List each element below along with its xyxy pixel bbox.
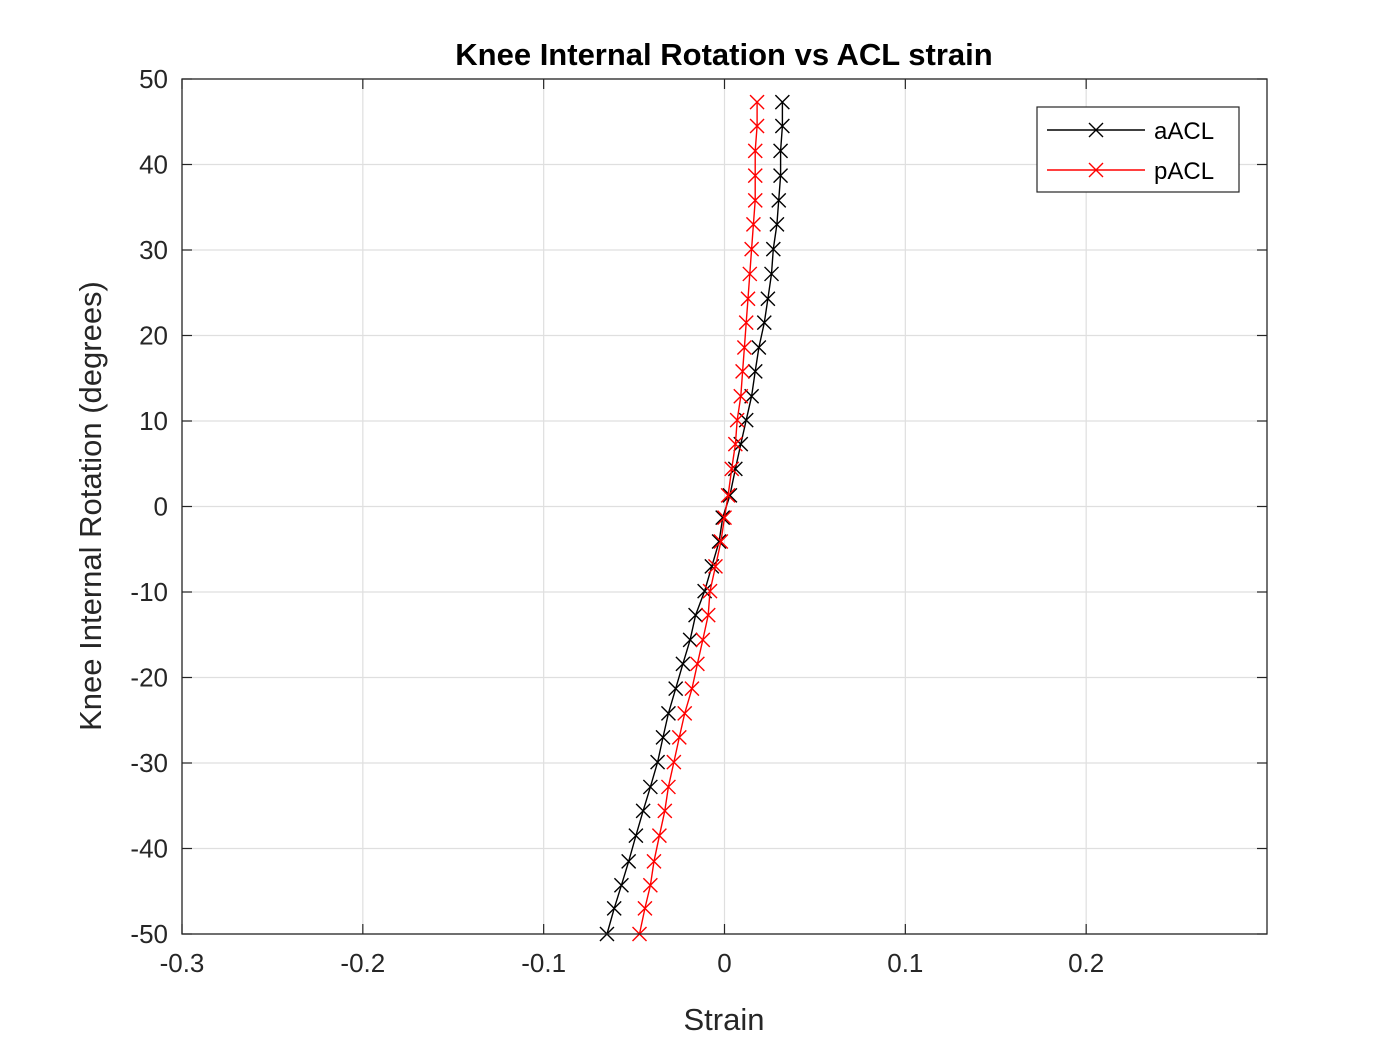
x-tick-label: -0.2 <box>340 948 385 978</box>
series-layer <box>599 94 790 942</box>
legend-marker-aacl <box>1088 122 1104 138</box>
data-point-pacl <box>720 487 736 503</box>
data-point-aacl <box>765 241 781 257</box>
data-point-aacl <box>773 168 789 184</box>
x-axis-label: Strain <box>684 1002 765 1037</box>
x-tick-label: -0.1 <box>521 948 566 978</box>
data-point-aacl <box>773 143 789 159</box>
data-point-aacl <box>744 388 760 404</box>
data-point-aacl <box>756 315 772 331</box>
data-point-pacl <box>747 143 763 159</box>
data-point-aacl <box>774 94 790 110</box>
data-point-aacl <box>655 729 671 745</box>
x-tick-label: 0.1 <box>887 948 923 978</box>
y-tick-label: -50 <box>130 919 168 949</box>
data-point-pacl <box>740 291 756 307</box>
data-point-pacl <box>724 461 740 477</box>
x-tick-label: -0.3 <box>160 948 205 978</box>
data-point-pacl <box>736 339 752 355</box>
y-axis-label: Knee Internal Rotation (degrees) <box>73 281 108 731</box>
data-point-pacl <box>689 656 705 672</box>
data-point-pacl <box>671 729 687 745</box>
data-point-aacl <box>774 118 790 134</box>
data-point-pacl <box>702 583 718 599</box>
y-tick-label: 40 <box>139 150 168 180</box>
data-point-pacl <box>727 436 743 452</box>
data-point-pacl <box>651 828 667 844</box>
data-point-aacl <box>722 487 738 503</box>
x-tick-label: 0 <box>717 948 731 978</box>
data-point-pacl <box>747 192 763 208</box>
data-point-pacl <box>695 632 711 648</box>
data-point-aacl <box>682 632 698 648</box>
data-point-aacl <box>711 534 727 550</box>
data-point-pacl <box>745 216 761 232</box>
y-tick-label: 0 <box>154 492 168 522</box>
y-tick-label: 10 <box>139 406 168 436</box>
data-point-aacl <box>764 266 780 282</box>
data-point-pacl <box>735 363 751 379</box>
data-point-pacl <box>660 779 676 795</box>
data-point-aacl <box>715 510 731 526</box>
data-point-pacl <box>742 266 758 282</box>
y-tick-label: 50 <box>139 64 168 94</box>
chart-title: Knee Internal Rotation vs ACL strain <box>455 37 992 72</box>
y-tick-label: 30 <box>139 235 168 265</box>
series-aacl <box>599 94 790 942</box>
data-point-aacl <box>613 877 629 893</box>
legend: aACL pACL <box>1036 106 1240 193</box>
y-tick-labels: -50 -40 -30 -20 -10 0 10 20 30 40 50 <box>130 64 168 949</box>
data-point-aacl <box>771 192 787 208</box>
data-point-pacl <box>733 388 749 404</box>
axis-ticks <box>181 78 1267 935</box>
data-point-aacl <box>760 291 776 307</box>
data-point-pacl <box>707 558 723 574</box>
data-point-pacl <box>747 168 763 184</box>
series-pacl <box>632 94 765 942</box>
data-point-aacl <box>688 607 704 623</box>
y-tick-label: -20 <box>130 663 168 693</box>
data-point-pacl <box>744 241 760 257</box>
data-point-pacl <box>738 315 754 331</box>
legend-marker-pacl <box>1088 162 1104 178</box>
data-point-pacl <box>749 94 765 110</box>
legend-item-pacl: pACL <box>1047 158 1214 185</box>
y-tick-label: -10 <box>130 577 168 607</box>
data-point-pacl <box>637 900 653 916</box>
data-point-pacl <box>642 877 658 893</box>
y-tick-label: -30 <box>130 748 168 778</box>
data-point-aacl <box>606 900 622 916</box>
data-point-aacl <box>668 681 684 697</box>
data-point-pacl <box>646 853 662 869</box>
data-point-aacl <box>635 803 651 819</box>
y-tick-label: -40 <box>130 834 168 864</box>
legend-label-pacl: pACL <box>1154 158 1214 185</box>
data-point-aacl <box>675 656 691 672</box>
data-point-pacl <box>713 534 729 550</box>
data-point-pacl <box>749 118 765 134</box>
data-point-aacl <box>650 754 666 770</box>
x-tick-labels: -0.3 -0.2 -0.1 0 0.1 0.2 <box>160 948 1105 978</box>
legend-box <box>1036 106 1240 193</box>
data-point-aacl <box>769 216 785 232</box>
data-point-aacl <box>747 363 763 379</box>
data-point-aacl <box>751 339 767 355</box>
data-point-pacl <box>684 681 700 697</box>
data-point-pacl <box>677 705 693 721</box>
data-point-aacl <box>660 705 676 721</box>
legend-label-aacl: aACL <box>1154 118 1214 145</box>
legend-item-aacl: aACL <box>1047 118 1214 145</box>
data-point-pacl <box>657 803 673 819</box>
x-tick-label: 0.2 <box>1068 948 1104 978</box>
data-point-aacl <box>642 779 658 795</box>
data-point-pacl <box>717 510 732 526</box>
data-point-pacl <box>729 412 745 428</box>
y-tick-label: 20 <box>139 321 168 351</box>
data-point-aacl <box>621 853 637 869</box>
data-point-pacl <box>700 607 716 623</box>
data-point-pacl <box>666 754 682 770</box>
data-point-aacl <box>628 828 644 844</box>
